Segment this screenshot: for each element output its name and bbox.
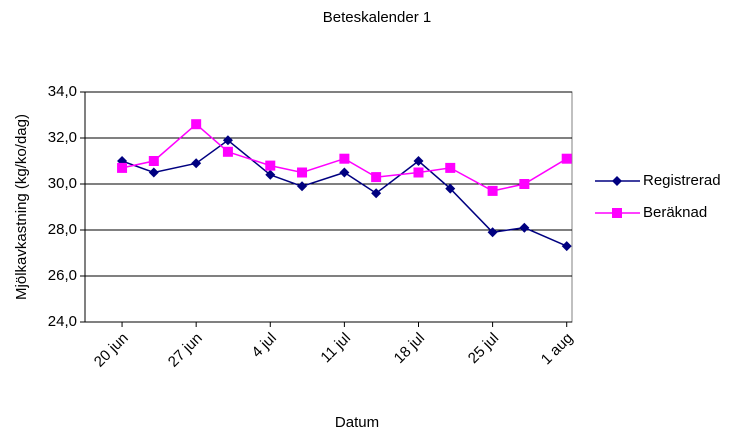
data-point [222,135,233,146]
data-point [371,188,382,199]
x-tick-label: 25 jul [465,330,502,367]
data-point [413,167,424,178]
data-point [297,167,308,178]
data-point [117,162,128,173]
data-point [339,153,350,164]
data-point [561,241,572,252]
data-point [297,181,308,192]
data-point [148,167,159,178]
data-point [265,169,276,180]
data-point [265,160,276,171]
data-point [519,179,530,189]
data-point [191,119,202,130]
x-tick-label: 20 jun [91,330,132,371]
data-point [561,153,572,164]
data-point [445,162,456,173]
legend-label: Beräknad [643,204,707,221]
x-tick-label: 11 jul [317,330,354,367]
data-point [487,227,498,238]
data-point [413,156,424,166]
data-point [487,185,498,196]
legend-marker [612,208,622,218]
y-tick-label: 32,0 [48,129,77,146]
data-point [339,167,350,178]
x-axis-label: Datum [335,414,379,431]
legend-marker [612,176,622,186]
x-tick-label: 4 jul [248,330,279,361]
plot-area [84,91,573,323]
data-point [519,222,530,233]
chart-title: Beteskalender 1 [323,9,431,26]
data-point [445,183,456,194]
data-point [371,172,382,183]
data-point [148,156,159,166]
y-tick-label: 30,0 [48,175,77,192]
y-tick-label: 24,0 [48,313,77,330]
data-point [191,158,202,169]
y-tick-label: 34,0 [48,83,77,100]
y-tick-label: 26,0 [48,267,77,284]
legend-label: Registrerad [643,172,721,189]
x-tick-label: 27 jun [165,330,206,371]
x-tick-label: 1 aug [538,330,577,369]
y-tick-label: 28,0 [48,221,77,238]
y-axis-label: Mjölkavkastning (kg/ko/dag) [13,114,30,300]
data-point [222,146,233,157]
x-tick-label: 18 jul [391,330,428,367]
